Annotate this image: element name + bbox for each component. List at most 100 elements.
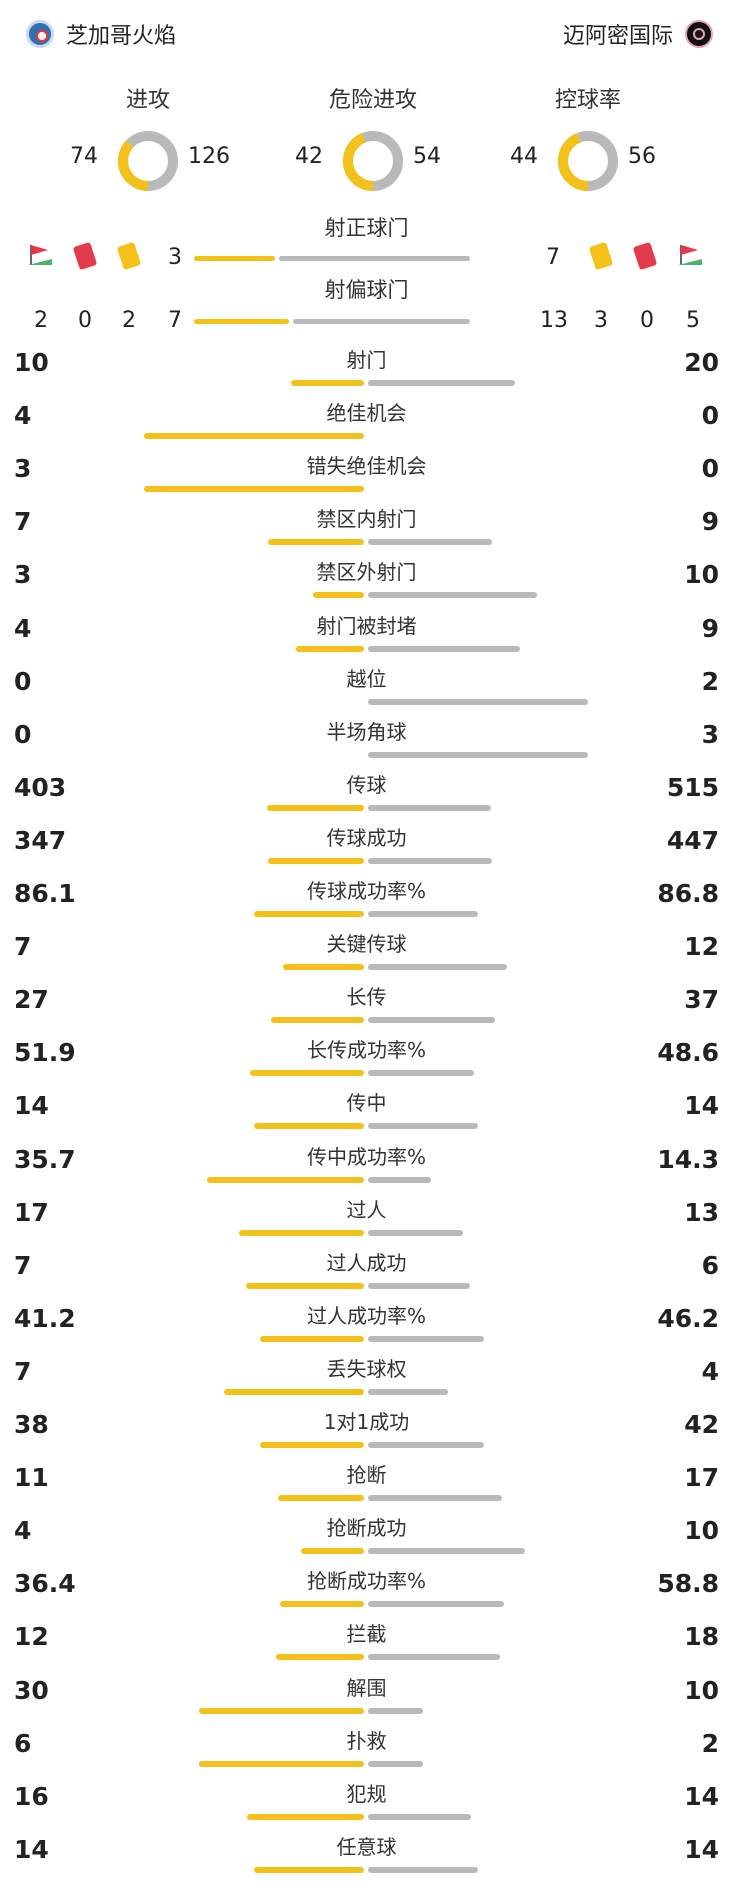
donut-home-value: 42 [295,144,323,169]
shots-on-target-label: 射正球门 [324,216,409,240]
stat-home-value: 12 [14,1622,49,1652]
stat-home-bar [301,1548,364,1555]
stat-home-value: 3 [14,454,32,484]
donut-home-arc [343,131,403,191]
stat-home-bar [199,1760,364,1767]
donut-away-value: 56 [628,144,656,169]
stat-away-bar [368,1017,496,1024]
stat-away-bar [368,1601,504,1608]
home-team[interactable]: 芝加哥火焰 [26,18,176,50]
stat-home-bar [144,486,364,493]
stat-home-bar [254,1123,364,1130]
stat-label: 任意球 [336,1834,397,1859]
stat-label: 射门被封堵 [316,613,417,638]
stat-home-bar [246,1813,364,1820]
stat-away-bar [368,1070,475,1077]
stat-row: 11 抢断 17 [0,1455,733,1508]
stat-away-value: 3 [701,719,719,749]
stat-label: 传球 [346,772,387,797]
stat-home-bar [224,1388,364,1395]
stat-away-value: 9 [701,613,719,643]
stat-away-value: 37 [684,985,719,1015]
inter-miami-logo-icon [685,20,713,48]
stat-away-bar [368,1760,423,1767]
stat-home-value: 4 [14,613,32,643]
shots-on-target-away-bar [278,256,470,261]
stat-away-bar [368,1866,478,1873]
stat-home-value: 51.9 [14,1038,76,1068]
stat-away-value: 12 [684,932,719,962]
stat-home-bar [144,433,364,440]
stat-away-value: 2 [701,666,719,696]
stat-away-bar [368,1548,526,1555]
donut-home-arc [118,131,178,191]
corner-flag-icon [678,245,702,265]
stat-home-bar [260,1335,364,1342]
away-team-name: 迈阿密国际 [562,24,673,49]
stat-away-value: 515 [666,772,719,802]
stat-away-value: 6 [701,1250,719,1280]
stat-away-bar [368,645,521,652]
donut-2: 控球率 44 56 [488,82,688,202]
stat-home-bar [259,1442,364,1448]
stat-row: 7 丢失球权 4 [0,1349,733,1402]
donut-home-value: 44 [510,144,538,169]
stat-home-value: 403 [14,772,67,802]
stat-away-bar [368,1176,431,1183]
donut-title: 控球率 [554,88,621,113]
stat-away-value: 18 [684,1622,719,1652]
stat-row: 403 传球 515 [0,765,733,818]
stat-home-value: 4 [14,401,32,431]
away-team[interactable]: 迈阿密国际 [563,18,713,50]
stat-home-value: 7 [14,507,32,537]
stat-away-bar [368,1388,449,1395]
shots-on-target-row: 射正球门 3 7 [0,212,733,272]
stat-row: 35.7 传中成功率% 14.3 [0,1137,733,1190]
chicago-fire-logo-icon [26,20,54,48]
stat-home-value: 7 [14,1356,32,1386]
stat-row: 4 射门被封堵 9 [0,606,733,659]
stat-label: 错失绝佳机会 [306,454,427,479]
stat-away-bar [368,1229,464,1236]
stat-away-value: 0 [701,401,719,431]
red-card-icon [72,241,98,271]
stat-home-bar [277,1495,364,1502]
stat-row: 51.9 长传成功率% 48.6 [0,1030,733,1083]
stat-row: 0 越位 2 [0,659,733,712]
stat-away-value: 14 [684,1781,719,1811]
stat-home-value: 14 [14,1091,49,1121]
home-team-name: 芝加哥火焰 [66,24,177,49]
stat-row: 0 半场角球 3 [0,712,733,765]
stat-label: 传中成功率% [306,1144,426,1169]
stat-label: 抢断成功 [326,1516,407,1541]
stat-home-bar [279,1601,364,1608]
stat-home-value: 4 [14,1516,32,1546]
stat-row: 7 关键传球 12 [0,924,733,977]
stat-home-bar [206,1176,364,1183]
stat-away-value: 42 [684,1410,719,1439]
stat-label: 过人 [346,1197,387,1222]
stat-home-bar [245,1282,364,1289]
shots-off-target-home: 7 [168,308,182,333]
stat-label: 拦截 [346,1622,387,1647]
stat-away-bar [368,1123,478,1130]
stat-away-value: 20 [684,348,719,377]
stat-label: 禁区内射门 [316,507,417,532]
donut-away-value: 54 [413,144,441,169]
stat-home-value: 0 [14,666,32,696]
stat-away-value: 10 [684,560,719,590]
stat-away-value: 4 [701,1356,719,1386]
stat-row: 17 过人 13 [0,1190,733,1243]
stat-home-bar [199,1707,364,1714]
shots-on-target-away: 7 [546,245,560,270]
stat-row: 30 解围 10 [0,1668,733,1721]
stat-home-value: 27 [14,985,49,1015]
shots-off-target-away: 13 [540,308,568,333]
home-corners-count: 2 [34,308,48,333]
stat-label: 1对1成功 [323,1410,410,1434]
stat-away-bar [368,539,492,546]
stat-home-bar [290,380,364,386]
stat-away-value: 13 [684,1197,719,1227]
home-red-cards-count: 0 [78,308,92,333]
stat-away-value: 86.8 [657,879,719,908]
